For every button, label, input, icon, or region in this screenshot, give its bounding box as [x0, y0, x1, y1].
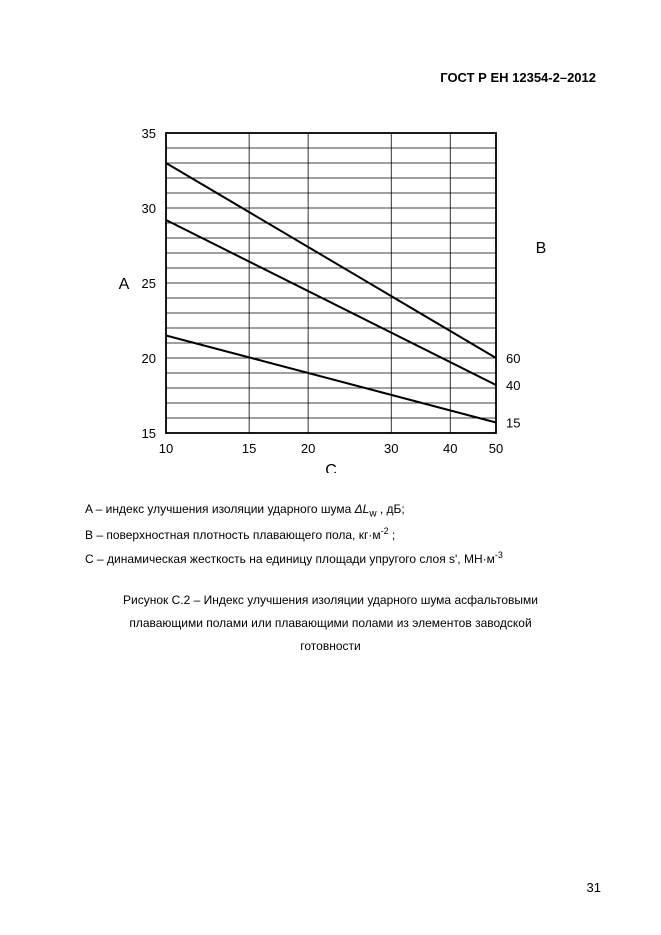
legend-a-prefix: A – индекс улучшения изоляции ударного ш… — [85, 502, 355, 516]
svg-text:40: 40 — [443, 441, 457, 456]
page-number: 31 — [587, 880, 601, 895]
legend-b-sup: -2 — [381, 526, 389, 536]
svg-text:B: B — [535, 240, 546, 257]
legend-c-prefix: C – динамическая жесткость на единицу пл… — [85, 552, 495, 566]
page: ГОСТ Р ЕН 12354-2–2012 15202530351015203… — [0, 0, 661, 935]
chart-container: 1520253035101520304050604015ABC — [55, 103, 606, 473]
legend-c: C – динамическая жесткость на единицу пл… — [85, 547, 576, 571]
svg-text:10: 10 — [158, 441, 172, 456]
legend-b: B – поверхностная плотность плавающего п… — [85, 523, 576, 547]
svg-text:15: 15 — [241, 441, 255, 456]
caption-line-1: Рисунок С.2 – Индекс улучшения изоляции … — [75, 589, 586, 612]
legend-a-sub: w — [369, 508, 376, 519]
svg-text:30: 30 — [141, 201, 155, 216]
svg-text:20: 20 — [300, 441, 314, 456]
caption-line-3: готовности — [75, 635, 586, 658]
chart-figure: 1520253035101520304050604015ABC — [96, 103, 566, 473]
legend-a-symbol: ΔL — [355, 502, 370, 516]
legend-a-suffix: , дБ; — [377, 502, 405, 516]
svg-text:15: 15 — [506, 416, 520, 431]
svg-text:A: A — [118, 276, 129, 293]
caption-line-2: плавающими полами или плавающими полами … — [75, 612, 586, 635]
svg-text:C: C — [325, 462, 337, 473]
svg-text:35: 35 — [141, 126, 155, 141]
legend-b-prefix: B – поверхностная плотность плавающего п… — [85, 528, 381, 542]
legend-c-sup: -3 — [495, 550, 503, 560]
svg-text:20: 20 — [141, 351, 155, 366]
svg-text:50: 50 — [488, 441, 502, 456]
legend-a: A – индекс улучшения изоляции ударного ш… — [85, 498, 576, 523]
svg-text:15: 15 — [141, 426, 155, 441]
document-header: ГОСТ Р ЕН 12354-2–2012 — [55, 70, 606, 85]
legend-b-suffix: ; — [389, 528, 396, 542]
legend-block: A – индекс улучшения изоляции ударного ш… — [55, 498, 606, 589]
svg-text:30: 30 — [384, 441, 398, 456]
svg-text:60: 60 — [506, 351, 520, 366]
svg-text:25: 25 — [141, 276, 155, 291]
figure-caption: Рисунок С.2 – Индекс улучшения изоляции … — [55, 589, 606, 657]
svg-text:40: 40 — [506, 378, 520, 393]
